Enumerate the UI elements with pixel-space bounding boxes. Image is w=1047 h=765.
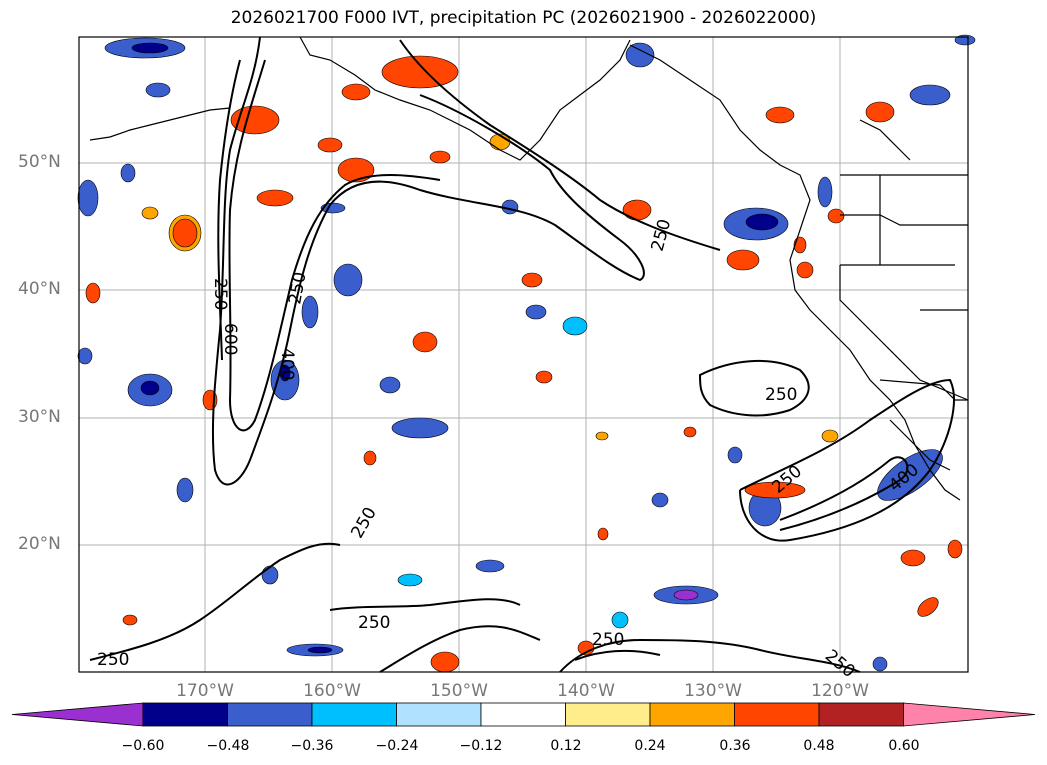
contour-label: 250	[97, 650, 129, 670]
lon-label-150w: 150°W	[430, 681, 488, 701]
colorbar-segment	[565, 702, 651, 727]
lon-label-170w: 170°W	[176, 681, 234, 701]
lat-label-50n: 50°N	[18, 152, 61, 172]
colorbar-tick-label: −0.60	[121, 738, 165, 754]
contour-label: 250	[358, 613, 390, 633]
colorbar-extend-low	[11, 702, 144, 727]
lat-label-30n: 30°N	[18, 407, 61, 427]
contour-label: 250	[210, 278, 230, 310]
colorbar-extend-high	[903, 702, 1036, 727]
contour-label: 600	[220, 323, 240, 355]
colorbar-tick-label: 0.48	[803, 738, 835, 754]
colorbar-segment	[142, 702, 228, 727]
colorbar-segment	[480, 702, 566, 727]
contour-label: 250	[592, 630, 624, 650]
colorbar-segment	[311, 702, 397, 727]
lon-label-120w: 120°W	[811, 681, 869, 701]
colorbar-segment	[818, 702, 904, 727]
lon-label-130w: 130°W	[684, 681, 742, 701]
colorbar-tick-label: −0.36	[290, 738, 334, 754]
contour-label: 400	[277, 348, 297, 380]
map-plot-area	[79, 37, 968, 672]
colorbar-tick-label: −0.24	[375, 738, 419, 754]
lon-label-140w: 140°W	[557, 681, 615, 701]
map-border	[78, 36, 969, 673]
plot-title: 2026021700 F000 IVT, precipitation PC (2…	[230, 8, 817, 28]
precip-patches	[77, 34, 976, 673]
lon-label-160w: 160°W	[303, 681, 361, 701]
colorbar-tick-label: 0.60	[888, 738, 920, 754]
coastlines	[89, 36, 969, 501]
lat-label-40n: 40°N	[18, 279, 61, 299]
colorbar-tick-label: 0.36	[719, 738, 751, 754]
gridlines	[79, 37, 968, 672]
lat-label-20n: 20°N	[18, 534, 61, 554]
colorbar-segment	[227, 702, 313, 727]
colorbar	[11, 702, 1036, 727]
colorbar-tick-label: −0.12	[459, 738, 503, 754]
colorbar-tick-label: 0.12	[550, 738, 582, 754]
colorbar-tick-label: −0.48	[206, 738, 250, 754]
colorbar-segment	[396, 702, 482, 727]
colorbar-segment	[734, 702, 820, 727]
ivt-contours	[89, 36, 955, 673]
contour-label: 250	[765, 385, 797, 405]
colorbar-segment	[649, 702, 735, 727]
colorbar-tick-label: 0.24	[634, 738, 666, 754]
